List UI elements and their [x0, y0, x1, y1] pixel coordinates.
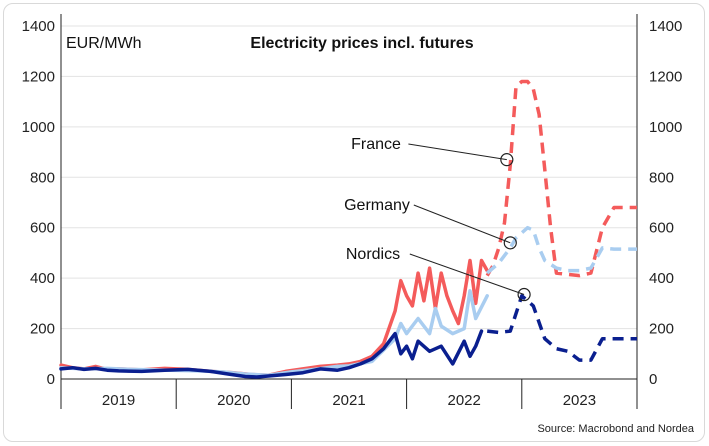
y-tick-label-left: 1400: [22, 18, 55, 35]
annotation-label-germany: Germany: [344, 197, 410, 214]
annotation-leader: [413, 204, 511, 244]
annotation-leader: [408, 143, 507, 161]
x-year-label: 2020: [217, 392, 250, 409]
annotation-marker: [500, 153, 514, 167]
series-line-france-dashed: [485, 79, 637, 278]
y-tick-label-right: 400: [649, 270, 674, 287]
y-tick-label-right: 800: [649, 169, 674, 186]
grid: [61, 25, 637, 330]
series-line-nordics-solid: [59, 329, 484, 379]
source-note: Source: Macrobond and Nordea: [537, 423, 694, 435]
annotation-label-nordics: Nordics: [346, 246, 400, 263]
y-tick-label-left: 400: [30, 270, 55, 287]
x-year-label: 2021: [332, 392, 365, 409]
y-ticks-right: 0 200 400 600 800 1000 1200 1400: [649, 18, 682, 388]
annotation-marker: [517, 287, 531, 302]
series-line-nordics-dashed: [487, 294, 637, 362]
x-year-labels: 2019 2020 2021 2022 2023: [102, 392, 596, 409]
y-tick-label-left: 800: [30, 169, 55, 186]
annotation-marker: [503, 236, 517, 250]
x-year-label: 2023: [563, 392, 596, 409]
series-line-germany-solid: [59, 289, 489, 377]
y-tick-label-left: 200: [30, 321, 55, 338]
y-tick-label-right: 200: [649, 321, 674, 338]
unit-label: EUR/MWh: [66, 35, 142, 52]
x-year-label: 2019: [102, 392, 135, 409]
axes: [60, 14, 638, 409]
series-line-germany-dashed: [486, 225, 637, 275]
series-lines: [59, 79, 637, 379]
y-tick-label-right: 600: [649, 220, 674, 237]
chart-title: Electricity prices incl. futures: [250, 35, 473, 52]
annotation-leader: [409, 253, 525, 296]
y-tick-label-right: 1400: [649, 18, 682, 35]
annotation-label-france: France: [351, 136, 401, 153]
y-tick-label-left: 600: [30, 220, 55, 237]
x-year-label: 2022: [448, 392, 481, 409]
y-ticks-left: 0 200 400 600 800 1000 1200 1400: [22, 18, 55, 388]
annotations: France Germany Nordics: [344, 136, 531, 302]
y-tick-label-left: 0: [47, 371, 55, 388]
y-tick-label-left: 1200: [22, 68, 55, 85]
y-tick-label-right: 1200: [649, 68, 682, 85]
y-tick-label-right: 0: [649, 371, 657, 388]
y-tick-label-left: 1000: [22, 119, 55, 136]
y-tick-label-right: 1000: [649, 119, 682, 136]
